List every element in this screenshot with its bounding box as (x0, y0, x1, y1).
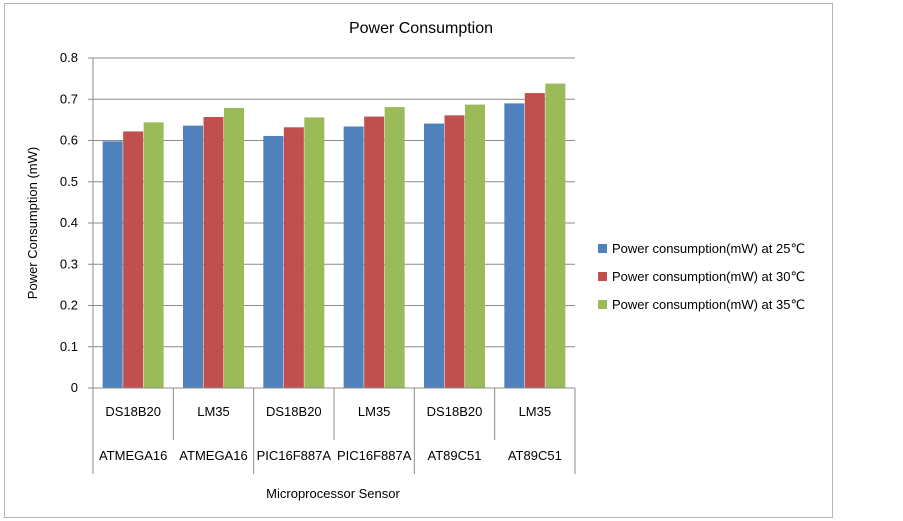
gridlines (93, 57, 575, 348)
legend-swatch (598, 300, 607, 309)
bar (123, 131, 144, 389)
bar (304, 117, 325, 389)
legend-label: Power consumption(mW) at 30℃ (612, 269, 805, 284)
bar (465, 104, 485, 389)
bar (424, 123, 444, 389)
chart-title: Power Consumption (349, 20, 493, 37)
bar (524, 93, 545, 388)
x-tick-label-sensor: DS18B20 (427, 404, 483, 419)
y-axis-title: Power Consumption (mW) (25, 147, 40, 299)
bar (343, 126, 364, 388)
bar (224, 107, 244, 388)
legend-label: Power consumption(mW) at 25℃ (612, 241, 805, 256)
x-tick-label-sensor: DS18B20 (105, 404, 161, 419)
x-axis-title: Microprocessor Sensor (266, 486, 400, 501)
y-tick-label: 0.7 (60, 91, 78, 106)
bar (263, 135, 284, 388)
y-tick-label: 0.3 (60, 256, 78, 271)
y-tick-label: 0.6 (60, 133, 78, 148)
bar (203, 116, 224, 389)
bar (102, 141, 123, 388)
x-tick-label-sensor: LM35 (358, 404, 391, 419)
x-tick-label-processor: ATMEGA16 (99, 448, 167, 463)
bar (545, 83, 566, 388)
x-tick-label-processor: ATMEGA16 (179, 448, 247, 463)
x-tick-label-processor: AT89C51 (508, 448, 562, 463)
y-tick-label: 0 (71, 380, 78, 395)
bar (384, 107, 405, 389)
legend-swatch (598, 244, 607, 253)
y-tick-label: 0.5 (60, 174, 78, 189)
legend-label: Power consumption(mW) at 35℃ (612, 297, 805, 312)
legend-swatch (598, 272, 607, 281)
y-tick-label: 0.2 (60, 298, 78, 313)
bar (364, 116, 385, 388)
bar (183, 125, 203, 389)
x-tick-label-sensor: LM35 (197, 404, 230, 419)
bar (143, 122, 164, 388)
bar (504, 103, 525, 388)
y-tick-label: 0.8 (60, 50, 78, 65)
x-tick-label-sensor: LM35 (519, 404, 552, 419)
y-tick-label: 0.4 (60, 215, 78, 230)
x-tick-label-processor: AT89C51 (428, 448, 482, 463)
x-tick-label-processor: PIC16F887A (337, 448, 412, 463)
x-tick-label-processor: PIC16F887A (257, 448, 332, 463)
x-tick-label-sensor: DS18B20 (266, 404, 322, 419)
bar (444, 115, 465, 389)
legend: Power consumption(mW) at 25℃ Power consum… (598, 241, 805, 312)
y-tick-label: 0.1 (60, 339, 78, 354)
axes: 0 0.1 0.2 0.3 0.4 0.5 0.6 0.7 0.8 DS18B20 ATMEGA16… (60, 50, 576, 474)
bars (102, 83, 566, 389)
bar (283, 127, 304, 389)
